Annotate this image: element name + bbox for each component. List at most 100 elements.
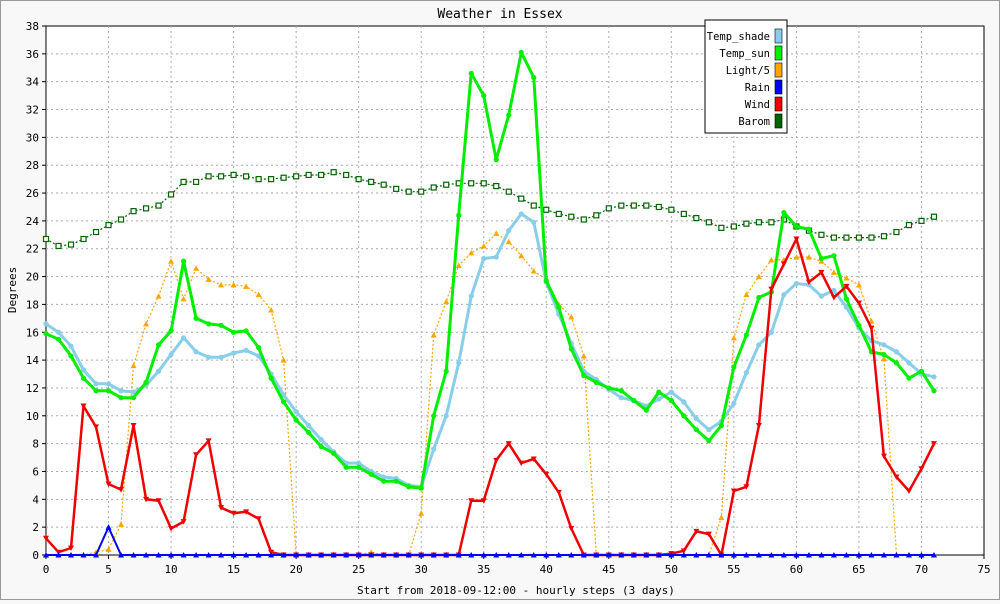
data-point-rain — [143, 552, 150, 558]
data-point-rain — [330, 552, 337, 558]
data-point-temp-shade — [693, 415, 699, 422]
data-point-barom — [743, 220, 750, 227]
y-tick-label: 38 — [26, 20, 39, 33]
data-point-light-5 — [830, 269, 837, 275]
legend-label-temp-shade: Temp_shade — [707, 31, 770, 43]
y-tick-label: 32 — [26, 104, 39, 117]
data-point-rain — [843, 552, 850, 558]
data-point-barom — [555, 210, 562, 218]
data-point-wind — [780, 261, 787, 268]
data-point-temp-shade — [781, 292, 787, 298]
data-point-barom — [55, 242, 62, 250]
data-point-temp-sun — [793, 223, 800, 230]
data-point-light-5 — [443, 298, 450, 305]
data-point-light-5 — [568, 313, 575, 320]
data-point-rain — [255, 552, 262, 558]
data-point-wind — [555, 489, 562, 496]
data-point-temp-shade — [118, 388, 124, 394]
data-point-barom — [905, 221, 913, 229]
data-point-temp-sun — [681, 413, 687, 419]
data-point-temp-shade — [756, 342, 762, 348]
data-point-wind — [805, 279, 812, 286]
data-point-temp-sun — [906, 375, 912, 381]
data-point-wind — [68, 545, 75, 552]
data-point-light-5 — [480, 242, 487, 249]
data-point-rain — [593, 552, 600, 558]
data-point-barom — [880, 233, 888, 240]
data-point-barom — [705, 219, 712, 226]
data-point-wind — [255, 516, 262, 522]
data-point-temp-shade — [456, 360, 462, 366]
data-point-rain — [218, 552, 225, 558]
data-point-rain — [293, 552, 300, 558]
data-point-rain — [918, 552, 925, 558]
data-point-barom — [430, 184, 437, 191]
data-point-light-5 — [168, 258, 175, 264]
data-point-temp-sun — [606, 385, 612, 391]
data-point-temp-sun — [418, 485, 424, 491]
data-point-temp-sun — [93, 388, 99, 394]
data-point-rain — [780, 552, 787, 558]
y-tick-label: 16 — [26, 326, 39, 339]
data-point-light-5 — [455, 262, 462, 268]
data-point-temp-shade — [681, 399, 687, 405]
data-point-barom — [693, 215, 700, 222]
data-point-temp-sun — [331, 450, 337, 456]
data-point-temp-shade — [843, 304, 850, 310]
data-point-rain — [393, 552, 400, 558]
data-point-temp-shade — [731, 400, 737, 406]
data-point-rain — [730, 552, 737, 558]
data-point-temp-shade — [431, 446, 437, 452]
x-tick-label: 30 — [415, 563, 428, 576]
data-point-barom — [67, 241, 75, 248]
data-point-barom — [843, 234, 850, 241]
y-tick-label: 28 — [26, 159, 39, 172]
data-point-temp-sun — [231, 329, 237, 335]
data-point-temp-sun — [43, 331, 49, 337]
data-point-barom — [355, 176, 362, 183]
data-point-barom — [293, 173, 300, 180]
data-point-temp-sun — [406, 484, 412, 490]
x-tick-label: 25 — [352, 563, 365, 576]
data-point-rain — [318, 552, 325, 558]
data-point-rain — [543, 552, 550, 558]
data-point-wind — [730, 488, 737, 494]
data-point-barom — [92, 228, 100, 236]
data-point-rain — [855, 552, 862, 558]
data-point-wind — [818, 269, 825, 276]
data-point-rain — [130, 552, 137, 558]
data-point-barom — [855, 234, 863, 241]
data-point-temp-sun — [431, 413, 437, 419]
data-point-light-5 — [468, 249, 475, 256]
data-point-wind — [493, 457, 500, 464]
data-point-rain — [755, 552, 762, 558]
data-point-light-5 — [580, 352, 587, 359]
data-point-light-5 — [243, 283, 250, 289]
data-point-wind — [518, 460, 525, 467]
data-point-temp-shade — [518, 211, 524, 217]
data-point-barom — [130, 208, 137, 215]
data-point-rain — [618, 552, 625, 558]
data-point-temp-sun — [756, 294, 762, 301]
x-tick-label: 40 — [540, 563, 553, 576]
data-point-temp-shade — [931, 374, 937, 380]
data-point-wind — [893, 474, 900, 481]
legend-label-light-5: Light/5 — [726, 65, 770, 77]
data-point-temp-shade — [180, 335, 187, 341]
y-axis-label: Degrees — [6, 267, 19, 313]
data-point-temp-sun — [493, 157, 499, 163]
data-point-temp-shade — [743, 370, 749, 376]
data-point-wind — [205, 438, 212, 444]
data-point-rain — [493, 552, 500, 558]
data-point-wind — [168, 526, 175, 532]
data-point-wind — [80, 403, 87, 410]
data-point-wind — [843, 283, 850, 290]
series-barom — [42, 169, 938, 250]
data-point-barom — [268, 176, 275, 183]
data-point-light-5 — [143, 320, 150, 327]
y-tick-label: 10 — [26, 410, 39, 423]
legend-swatch-temp-sun — [774, 45, 783, 61]
x-axis-label: Start from 2018-09-12:00 - hourly steps … — [357, 584, 675, 597]
legend-swatch-light-5 — [774, 62, 783, 78]
